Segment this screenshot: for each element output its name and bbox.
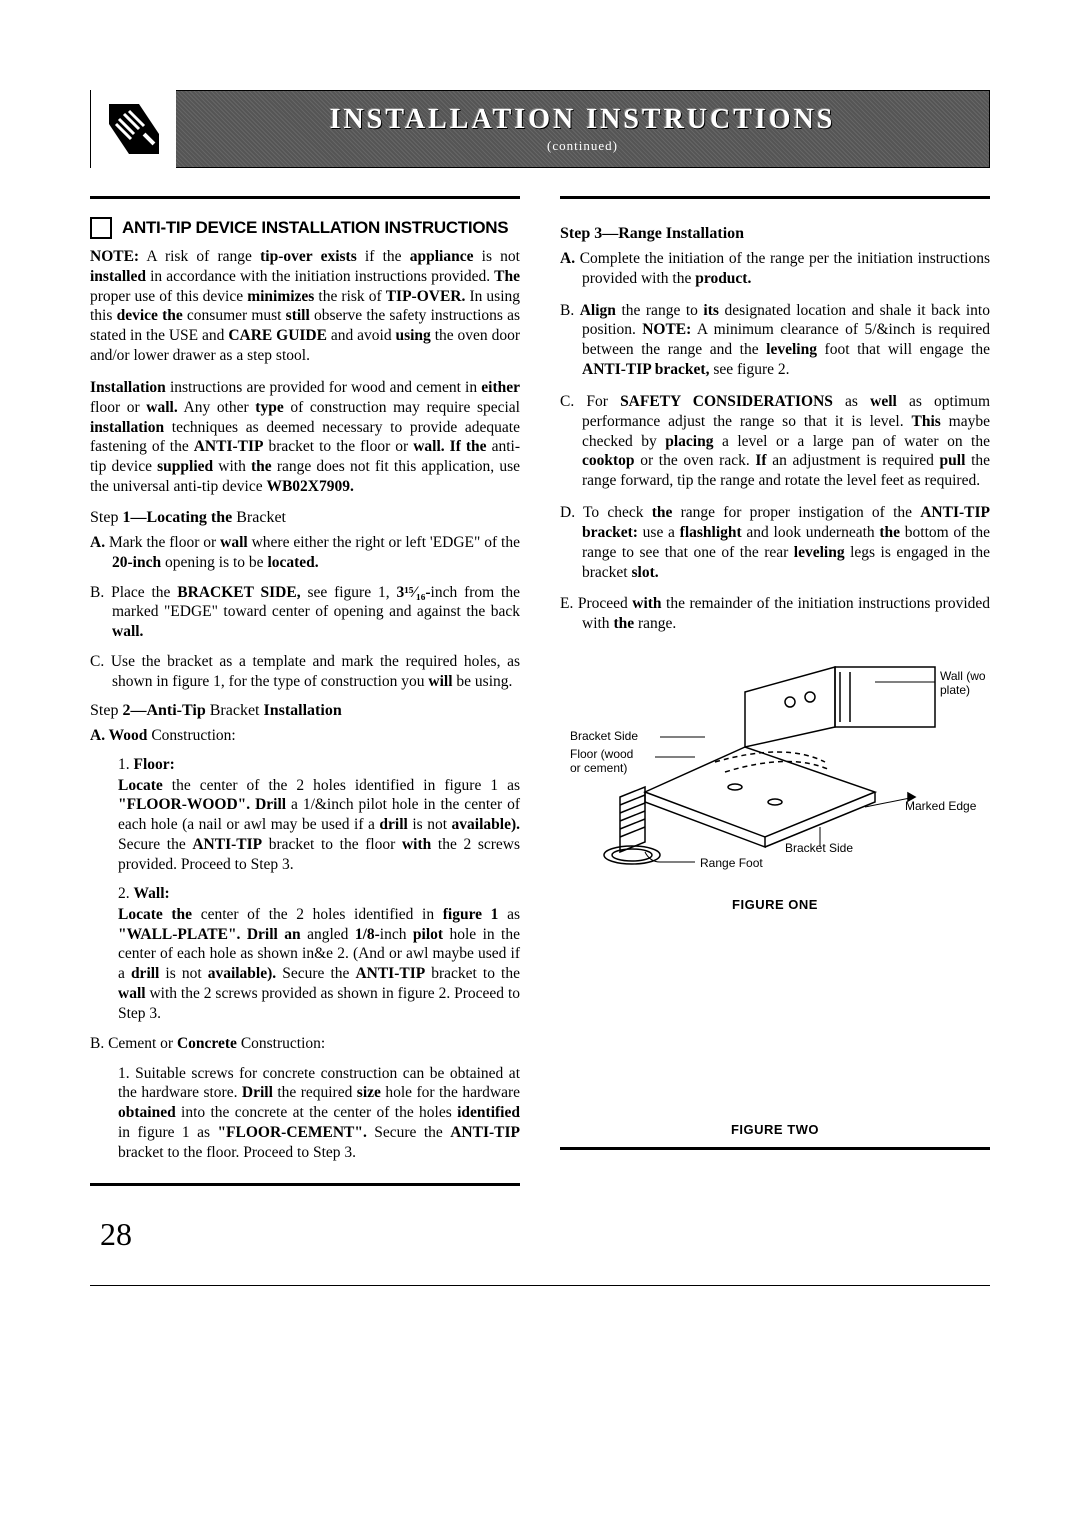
header-titles: INSTALLATION INSTRUCTIONS (continued) — [176, 104, 989, 154]
bottom-rule — [90, 1285, 990, 1286]
fig1-label-wall: Wall (wood — [940, 669, 985, 683]
svg-text:or cement): or cement) — [570, 761, 627, 775]
fig1-label-bracket2: Bracket Side — [785, 841, 853, 855]
step2-b1-text: 1. Suitable screws for concrete construc… — [90, 1064, 520, 1163]
fig1-label-marked: Marked Edge — [905, 799, 977, 813]
right-column: Step 3—Range Installation A. Complete th… — [560, 196, 990, 1186]
step1-item-c: C. Use the bracket as a template and mar… — [90, 652, 520, 692]
step3-item-c: C. For SAFETY CONSIDERATIONS as well as … — [560, 392, 990, 491]
header-banner: INSTALLATION INSTRUCTIONS (continued) — [90, 90, 990, 168]
step2-a2-text: Locate the center of the 2 holes identif… — [90, 905, 520, 1024]
step3-item-b: B. Align the range to its designated loc… — [560, 301, 990, 380]
step3-item-e: E. Proceed with the remainder of the ini… — [560, 594, 990, 634]
figure-one-caption: FIGURE ONE — [560, 897, 990, 912]
step3-item-d: D. To check the range for proper instiga… — [560, 503, 990, 582]
page-number: 28 — [100, 1216, 990, 1253]
svg-text:plate): plate) — [940, 683, 970, 697]
step2-a1-heading: 1. Floor: — [90, 756, 520, 774]
fig1-label-floor: Floor (wood — [570, 747, 633, 761]
step3-heading: Step 3—Range Installation — [560, 225, 990, 243]
step1-heading: Step 1—Locating the Bracket — [90, 509, 520, 527]
note-paragraph: NOTE: A risk of range tip-over exists if… — [90, 247, 520, 366]
section-title: ANTI-TIP DEVICE INSTALLATION INSTRUCTION… — [122, 218, 508, 238]
figure-two-area — [560, 912, 990, 1112]
step2-a2-heading: 2. Wall: — [90, 885, 520, 903]
installation-paragraph: Installation instructions are provided f… — [90, 378, 520, 497]
header-hand-icon — [91, 90, 176, 168]
step1-item-a: A. Mark the floor or wall where either t… — [90, 533, 520, 573]
step2-a-heading: A. Wood Construction: — [90, 726, 520, 746]
fig1-label-foot: Range Foot — [700, 856, 763, 870]
step1-item-b: B. Place the BRACKET SIDE, see figure 1,… — [90, 583, 520, 642]
left-column: ANTI-TIP DEVICE INSTALLATION INSTRUCTION… — [90, 196, 520, 1186]
header-title: INSTALLATION INSTRUCTIONS — [176, 104, 989, 136]
step2-b-heading: B. Cement or Concrete Construction: — [90, 1034, 520, 1054]
fig1-label-bracket1: Bracket Side — [570, 729, 638, 743]
figure-two-caption: FIGURE TWO — [560, 1122, 990, 1137]
figure-one: Wall (wood plate) Bracket Side Floor (wo… — [560, 652, 990, 912]
step2-heading: Step 2—Anti-Tip Bracket Installation — [90, 702, 520, 720]
step2-a1-text: Locate the center of the 2 holes identif… — [90, 776, 520, 875]
header-subtitle: (continued) — [176, 138, 989, 154]
step3-item-a: A. Complete the initiation of the range … — [560, 249, 990, 289]
checkbox-icon — [90, 217, 112, 239]
